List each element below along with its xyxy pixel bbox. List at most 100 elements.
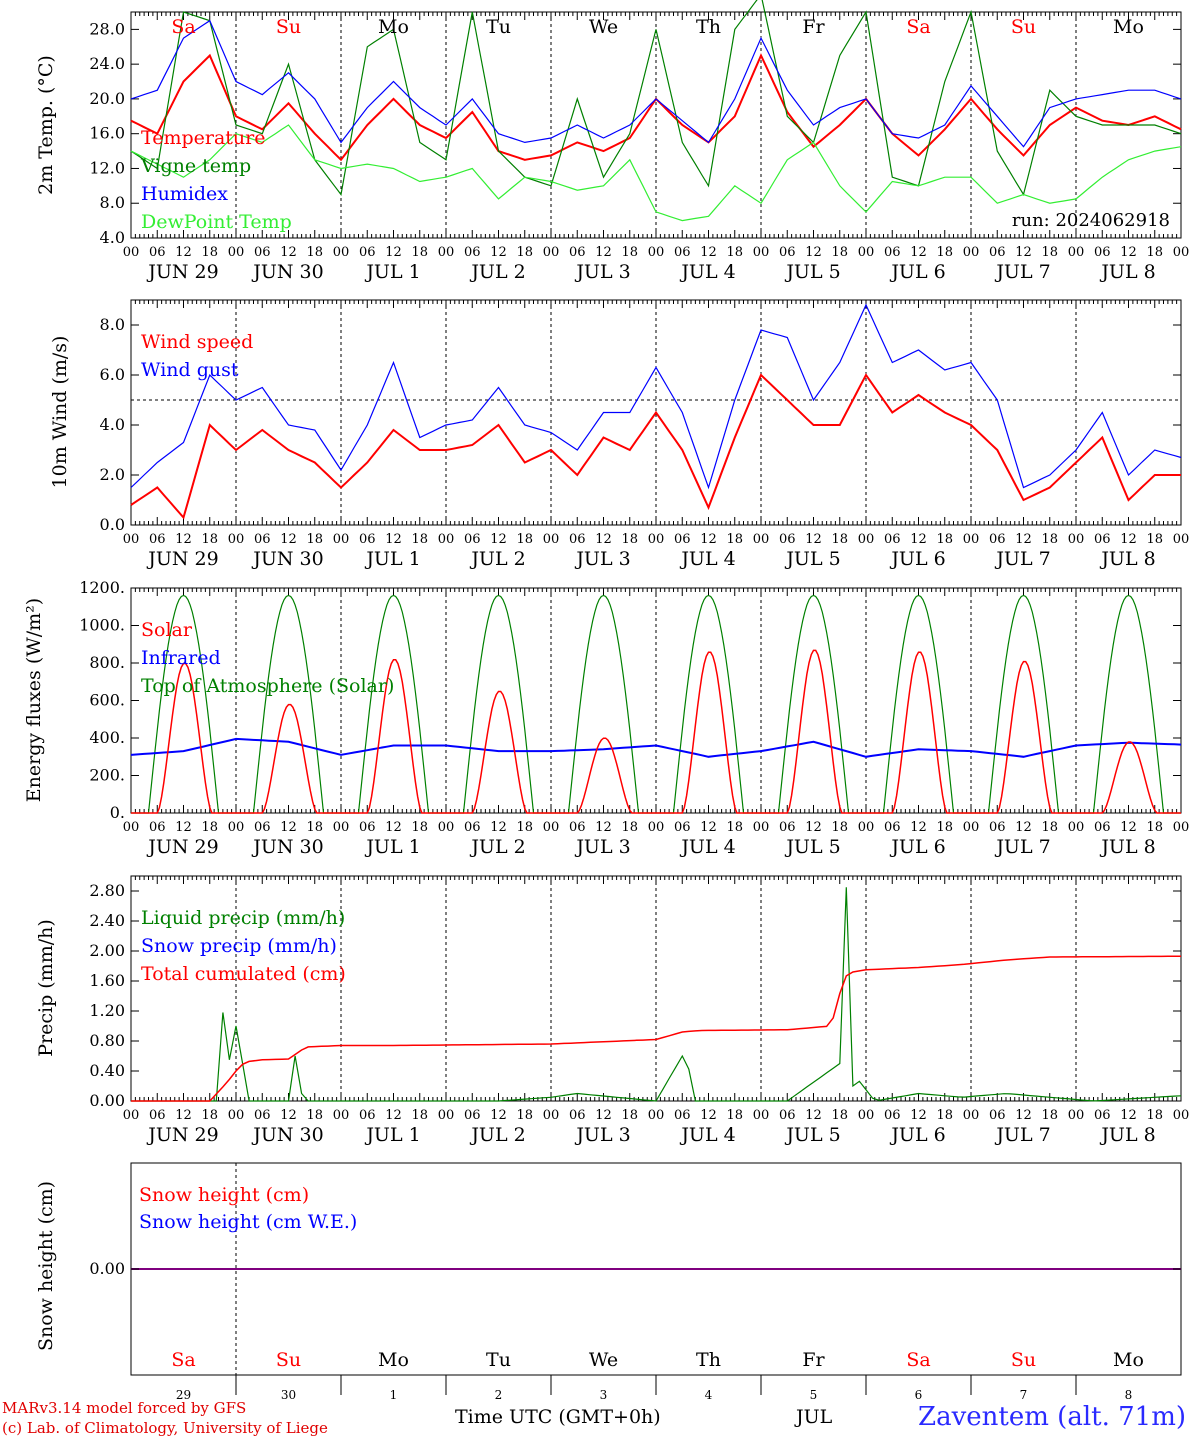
wind-day-label: JUL 4 [679,548,735,570]
wind-hour-label: 12 [595,532,612,547]
precip-day-label: JUL 1 [364,1124,420,1146]
energy-hour-label: 00 [123,820,140,835]
precip-hour-label: 06 [884,1108,901,1123]
precip-hour-label: 12 [490,1108,507,1123]
temp-hour-label: 18 [306,245,323,260]
precip-hour-label: 06 [149,1108,166,1123]
temp-hour-label: 00 [228,245,245,260]
month-label: JUL [796,1406,833,1428]
temp-hour-label: 12 [1120,245,1137,260]
wind-hour-label: 12 [385,532,402,547]
wind-hour-label: 00 [543,532,560,547]
temp-hour-label: 00 [753,245,770,260]
temp-hour-label: 12 [490,245,507,260]
snow-weekday-label: We [589,1349,618,1371]
wind-hour-label: 06 [1094,532,1111,547]
temp-hour-label: 18 [411,245,428,260]
precip-day-label: JUL 7 [994,1124,1050,1146]
temp-ytick-label: 16.0 [89,124,125,143]
wind-hour-label: 18 [201,532,218,547]
wind-hour-label: 06 [359,532,376,547]
temp-hour-label: 18 [726,245,743,260]
temp-legend-1: Vigne temp [140,155,251,177]
temp-hour-label: 18 [1041,245,1058,260]
temp-hour-label: 06 [149,245,166,260]
temp-hour-label: 12 [175,245,192,260]
credit-line-1: MARv3.14 model forced by GFS [2,1399,247,1417]
precip-hour-label: 06 [674,1108,691,1123]
temp-day-label: JUL 4 [679,261,735,283]
energy-hour-label: 12 [385,820,402,835]
wind-hour-label: 12 [700,532,717,547]
snow-day-number: 6 [915,1388,923,1402]
wind-hour-label: 18 [621,532,638,547]
energy-ytick-label: 200. [89,766,125,785]
energy-hour-label: 00 [963,820,980,835]
energy-hour-label: 06 [254,820,271,835]
precip-ytick-label: 0.40 [89,1061,125,1080]
energy-hour-label: 06 [569,820,586,835]
energy-legend-1: Infrared [141,647,221,669]
energy-hour-label: 00 [753,820,770,835]
wind-hour-label: 12 [805,532,822,547]
snow-day-number: 7 [1020,1388,1028,1402]
snow-day-number: 2 [495,1388,503,1402]
temp-day-label: JUL 5 [784,261,840,283]
precip-ytick-label: 0.80 [89,1031,125,1050]
wind-hour-label: 18 [411,532,428,547]
wind-hour-label: 00 [333,532,350,547]
temp-hour-label: 06 [464,245,481,260]
wind-hour-label: 06 [149,532,166,547]
snow-day-number: 4 [705,1388,713,1402]
energy-hour-label: 18 [831,820,848,835]
temp-hour-label: 00 [438,245,455,260]
temp-hour-label: 18 [621,245,638,260]
wind-ylabel: 10m Wind (m/s) [49,336,71,489]
temp-hour-label: 06 [359,245,376,260]
wind-hour-label: 06 [254,532,271,547]
energy-frame [130,587,1182,814]
wind-hour-label: 18 [831,532,848,547]
snow-legend-0: Snow height (cm) [139,1184,309,1206]
energy-hour-label: 12 [700,820,717,835]
precip-hour-label: 06 [1094,1108,1111,1123]
energy-hour-label: 00 [858,820,875,835]
wind-hour-label: 18 [306,532,323,547]
precip-hour-label: 06 [359,1108,376,1123]
precip-legend-2: Total cumulated (cm) [141,963,346,985]
precip-ytick-label: 2.00 [89,941,125,960]
wind-ytick-label: 0.0 [100,515,125,534]
energy-day-label: JUL 2 [469,836,525,858]
energy-hour-label: 00 [228,820,245,835]
energy-hour-label: 18 [1146,820,1163,835]
energy-ytick-label: 1000. [79,616,125,635]
temp-ytick-label: 8.0 [100,193,125,212]
precip-hour-label: 18 [936,1108,953,1123]
precip-hour-label: 18 [306,1108,323,1123]
precip-day-label: JUL 2 [469,1124,525,1146]
temp-series-dewpoint-temp [130,124,1182,222]
temp-hour-label: 00 [1068,245,1085,260]
wind-ytick-label: 4.0 [100,415,125,434]
energy-ytick-label: 800. [89,653,125,672]
temp-ylabel: 2m Temp. (°C) [35,55,57,195]
energy-hour-label: 12 [910,820,927,835]
energy-hour-label: 18 [516,820,533,835]
precip-hour-label: 00 [438,1108,455,1123]
temp-weekday-label: Mo [1113,16,1144,38]
wind-ytick-label: 6.0 [100,365,125,384]
wind-legend-0: Wind speed [141,331,253,353]
precip-legend-0: Liquid precip (mm/h) [141,907,345,929]
temp-hour-label: 06 [1094,245,1111,260]
temp-series-vigne-temp [130,0,1182,197]
temp-day-label: JUL 3 [574,261,630,283]
precip-hour-label: 12 [910,1108,927,1123]
temp-hour-label: 00 [123,245,140,260]
energy-legend-0: Solar [141,619,193,641]
wind-hour-label: 06 [674,532,691,547]
snow-weekday-label: Mo [1113,1349,1144,1371]
temp-hour-label: 12 [385,245,402,260]
energy-hour-label: 00 [1173,820,1190,835]
wind-hour-label: 12 [910,532,927,547]
energy-hour-label: 12 [595,820,612,835]
